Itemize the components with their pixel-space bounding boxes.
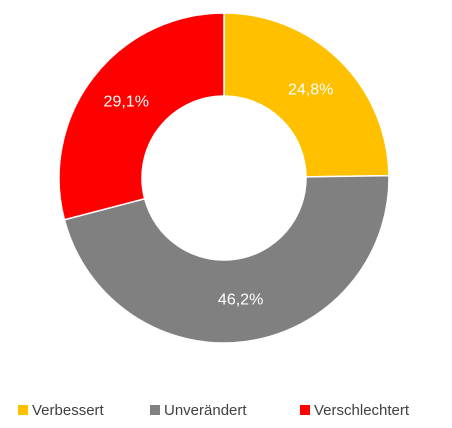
legend-label: Verbessert: [32, 402, 105, 419]
data-label: 29,1%: [104, 94, 149, 111]
legend-swatch: [150, 405, 160, 415]
donut-segment: [58, 12, 225, 221]
legend-label: Unverändert: [164, 402, 247, 419]
legend-label: Verschlechtert: [314, 402, 410, 419]
donut-segment: [63, 174, 390, 344]
legend-swatch: [300, 405, 310, 415]
data-label: 46,2%: [218, 292, 263, 309]
donut-segment: [223, 12, 390, 178]
data-label: 24,8%: [288, 81, 333, 98]
legend-swatch: [18, 405, 28, 415]
